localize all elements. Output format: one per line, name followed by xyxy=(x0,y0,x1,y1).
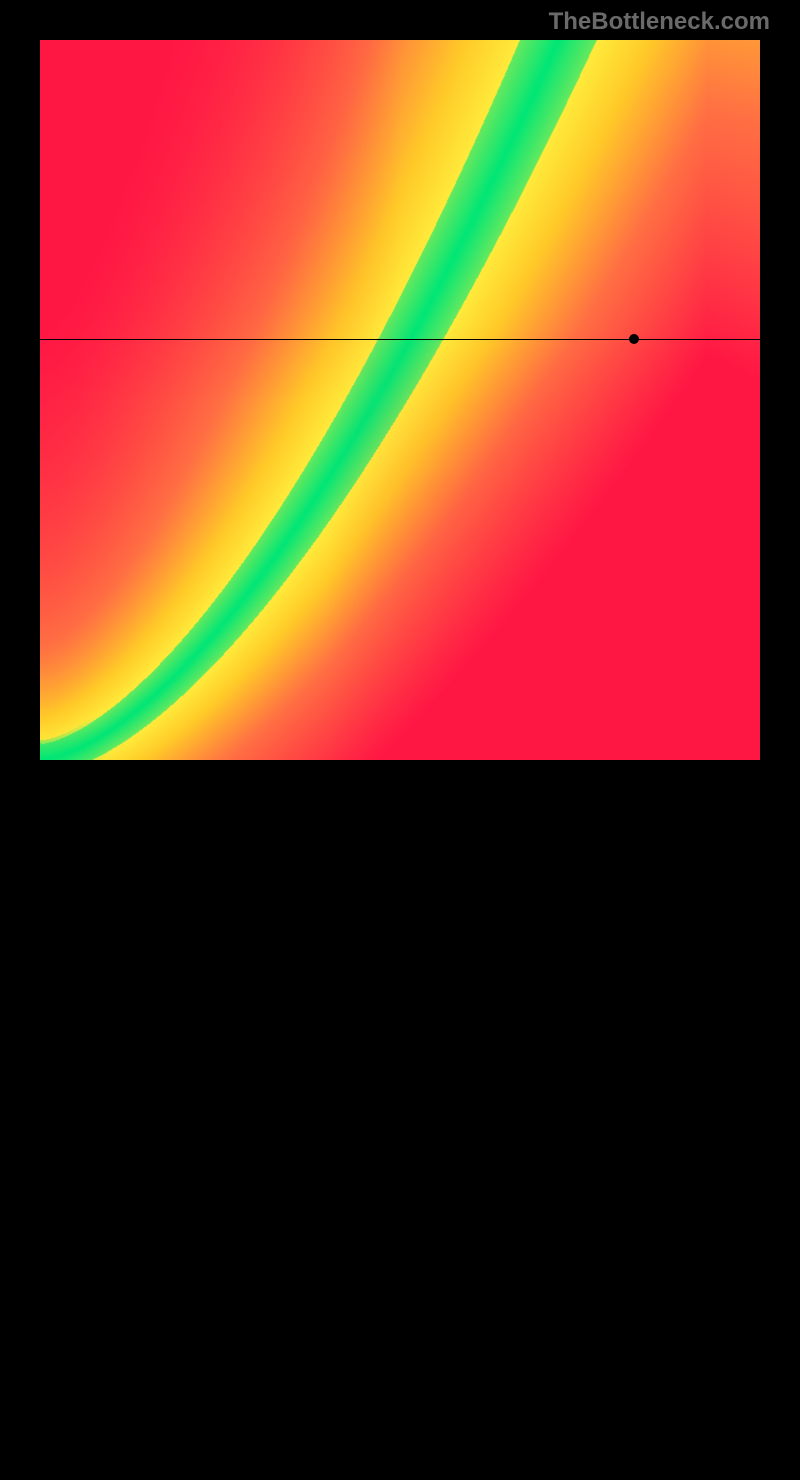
crosshair-vertical xyxy=(634,760,635,1480)
heatmap-canvas xyxy=(40,40,760,760)
watermark-text: TheBottleneck.com xyxy=(549,8,770,36)
chart-area xyxy=(40,40,760,760)
chart-container: TheBottleneck.com xyxy=(0,0,800,800)
crosshair-horizontal xyxy=(40,339,760,340)
data-point xyxy=(629,334,639,344)
